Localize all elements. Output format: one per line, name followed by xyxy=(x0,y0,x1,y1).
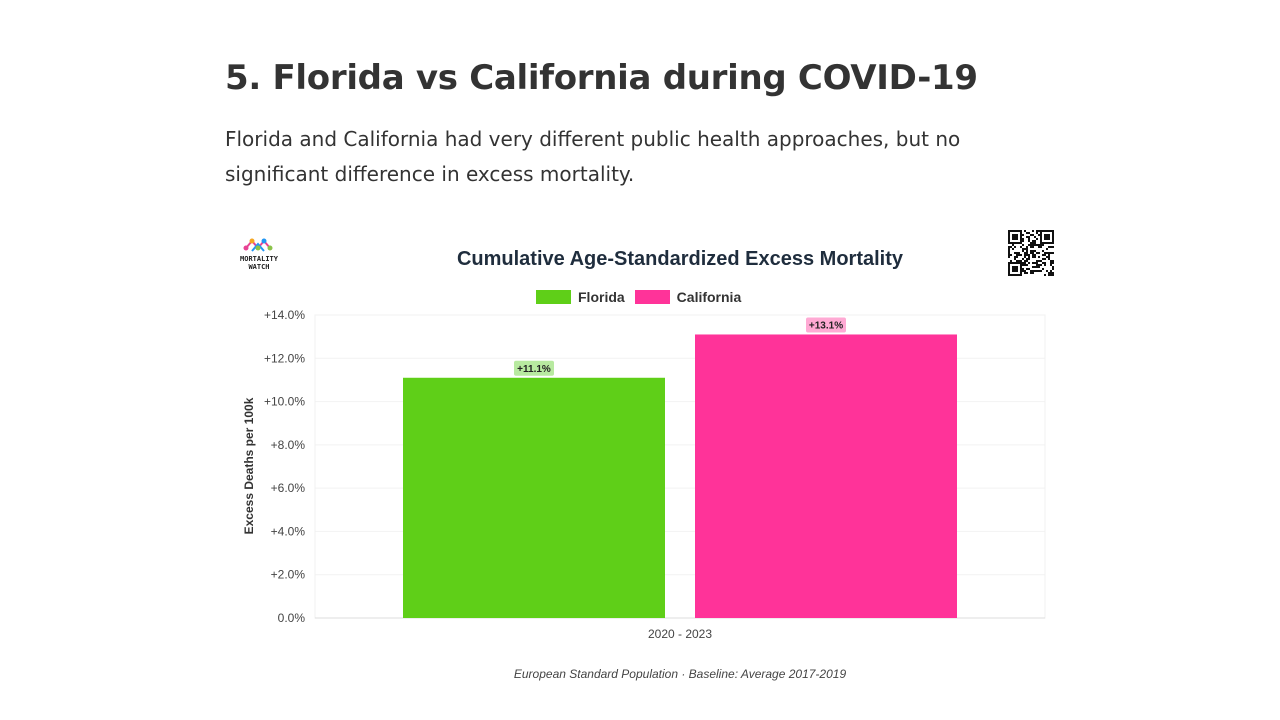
legend-swatch-california xyxy=(634,290,670,304)
chart-title: Cumulative Age-Standardized Excess Morta… xyxy=(456,248,904,270)
y-tick-label: +2.0% xyxy=(271,568,306,582)
section-heading: 5. Florida vs California during COVID-19 xyxy=(225,58,978,98)
legend-item-california[interactable]: California xyxy=(634,289,742,305)
legend-label-california: California xyxy=(676,289,742,305)
qr-code-icon[interactable] xyxy=(1008,230,1054,276)
legend-item-florida[interactable]: Florida xyxy=(536,289,625,305)
logo-text-line1: MORTALITY xyxy=(240,255,278,263)
data-label-california: +13.1% xyxy=(809,320,843,331)
legend-swatch-florida xyxy=(536,290,571,304)
y-tick-label: +10.0% xyxy=(264,395,305,409)
y-tick-label: +6.0% xyxy=(271,481,306,495)
logo-icon xyxy=(243,238,273,252)
logo-text-line2: WATCH xyxy=(248,263,270,271)
y-tick-label: +14.0% xyxy=(264,308,305,322)
data-label-bg-florida xyxy=(514,360,554,376)
y-tick-label: +12.0% xyxy=(264,351,305,365)
data-label-florida: +11.1% xyxy=(517,364,551,375)
section-intro: Florida and California had very differen… xyxy=(225,127,961,186)
bar-california xyxy=(695,334,957,618)
y-tick-label: +4.0% xyxy=(271,524,306,538)
legend-label-florida: Florida xyxy=(578,289,625,305)
bar-florida xyxy=(403,377,665,618)
y-tick-label: +8.0% xyxy=(271,438,306,452)
y-tick-label: 0.0% xyxy=(278,611,306,625)
data-label-bg-california xyxy=(806,317,846,333)
chart-legend: Florida California xyxy=(536,289,751,305)
x-tick-label: 2020 - 2023 xyxy=(648,627,712,641)
chart-footer: European Standard Population · Baseline:… xyxy=(513,667,847,681)
mortality-watch-logo: MORTALITY WATCH xyxy=(232,236,288,276)
